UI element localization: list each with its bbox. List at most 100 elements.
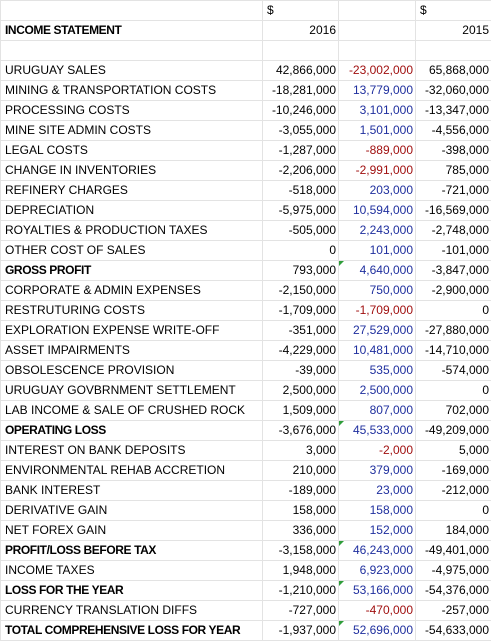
value-2015-cell[interactable]: -398,000 bbox=[415, 140, 491, 161]
value-2015-cell[interactable]: -13,347,000 bbox=[415, 100, 491, 121]
empty-cell[interactable] bbox=[0, 40, 263, 61]
value-2016-cell[interactable]: -189,000 bbox=[262, 480, 339, 501]
row-label-cell[interactable]: CHANGE IN INVENTORIES bbox=[0, 160, 263, 181]
row-label-cell[interactable]: DEPRECIATION bbox=[0, 200, 263, 221]
variance-cell[interactable]: -889,000 bbox=[338, 140, 416, 161]
variance-cell[interactable]: 535,000 bbox=[338, 360, 416, 381]
value-2016-cell[interactable]: -1,287,000 bbox=[262, 140, 339, 161]
row-label-cell[interactable]: DERIVATIVE GAIN bbox=[0, 500, 263, 521]
variance-cell[interactable]: 2,243,000 bbox=[338, 220, 416, 241]
variance-cell[interactable]: 53,166,000 bbox=[338, 580, 416, 601]
empty-cell[interactable] bbox=[338, 20, 416, 41]
value-2015-cell[interactable]: -721,000 bbox=[415, 180, 491, 201]
row-label-cell[interactable]: OBSOLESCENCE PROVISION bbox=[0, 360, 263, 381]
value-2015-cell[interactable]: -32,060,000 bbox=[415, 80, 491, 101]
row-label-cell[interactable]: REFINERY CHARGES bbox=[0, 180, 263, 201]
value-2016-cell[interactable]: 793,000 bbox=[262, 260, 339, 281]
row-label-cell[interactable]: CURRENCY TRANSLATION DIFFS bbox=[0, 600, 263, 621]
statement-title[interactable]: INCOME STATEMENT bbox=[0, 20, 263, 41]
row-label-cell[interactable]: NET FOREX GAIN bbox=[0, 520, 263, 541]
value-2015-cell[interactable]: -101,000 bbox=[415, 240, 491, 261]
value-2016-cell[interactable]: -727,000 bbox=[262, 600, 339, 621]
empty-cell[interactable] bbox=[415, 40, 491, 61]
row-label-cell[interactable]: CORPORATE & ADMIN EXPENSES bbox=[0, 280, 263, 301]
variance-cell[interactable]: 4,640,000 bbox=[338, 260, 416, 281]
value-2015-cell[interactable]: -212,000 bbox=[415, 480, 491, 501]
value-2016-cell[interactable]: 1,509,000 bbox=[262, 400, 339, 421]
variance-cell[interactable]: 3,101,000 bbox=[338, 100, 416, 121]
value-2015-cell[interactable]: -2,748,000 bbox=[415, 220, 491, 241]
value-2015-cell[interactable]: 785,000 bbox=[415, 160, 491, 181]
row-label-cell[interactable]: ROYALTIES & PRODUCTION TAXES bbox=[0, 220, 263, 241]
variance-cell[interactable]: 23,000 bbox=[338, 480, 416, 501]
empty-cell[interactable] bbox=[262, 40, 339, 61]
value-2016-cell[interactable]: -1,937,000 bbox=[262, 620, 339, 641]
value-2016-cell[interactable]: 0 bbox=[262, 240, 339, 261]
value-2015-cell[interactable]: -14,710,000 bbox=[415, 340, 491, 361]
variance-cell[interactable]: -1,709,000 bbox=[338, 300, 416, 321]
value-2015-cell[interactable]: 0 bbox=[415, 300, 491, 321]
row-label-cell[interactable]: INTEREST ON BANK DEPOSITS bbox=[0, 440, 263, 461]
value-2016-cell[interactable]: -5,975,000 bbox=[262, 200, 339, 221]
variance-cell[interactable]: 27,529,000 bbox=[338, 320, 416, 341]
value-2016-cell[interactable]: 42,866,000 bbox=[262, 60, 339, 81]
row-label-cell[interactable]: MINE SITE ADMIN COSTS bbox=[0, 120, 263, 141]
value-2016-cell[interactable]: -4,229,000 bbox=[262, 340, 339, 361]
row-label-cell[interactable]: OPERATING LOSS bbox=[0, 420, 263, 441]
variance-cell[interactable]: 750,000 bbox=[338, 280, 416, 301]
row-label-cell[interactable]: PROCESSING COSTS bbox=[0, 100, 263, 121]
row-label-cell[interactable]: TOTAL COMPREHENSIVE LOSS FOR YEAR bbox=[0, 620, 263, 641]
variance-cell[interactable]: 203,000 bbox=[338, 180, 416, 201]
value-2015-cell[interactable]: -27,880,000 bbox=[415, 320, 491, 341]
value-2015-cell[interactable]: 184,000 bbox=[415, 520, 491, 541]
row-label-cell[interactable]: URUGUAY GOVBRNMENT SETTLEMENT bbox=[0, 380, 263, 401]
variance-cell[interactable]: 807,000 bbox=[338, 400, 416, 421]
value-2016-cell[interactable]: -10,246,000 bbox=[262, 100, 339, 121]
variance-cell[interactable]: -2,000 bbox=[338, 440, 416, 461]
value-2016-cell[interactable]: -3,158,000 bbox=[262, 540, 339, 561]
variance-cell[interactable]: 1,501,000 bbox=[338, 120, 416, 141]
row-label-cell[interactable]: OTHER COST OF SALES bbox=[0, 240, 263, 261]
value-2015-cell[interactable]: -49,401,000 bbox=[415, 540, 491, 561]
value-2016-cell[interactable]: -2,150,000 bbox=[262, 280, 339, 301]
row-label-cell[interactable]: LAB INCOME & SALE OF CRUSHED ROCK bbox=[0, 400, 263, 421]
row-label-cell[interactable]: ENVIRONMENTAL REHAB ACCRETION bbox=[0, 460, 263, 481]
row-label-cell[interactable]: URUGUAY SALES bbox=[0, 60, 263, 81]
value-2015-cell[interactable]: -16,569,000 bbox=[415, 200, 491, 221]
value-2016-cell[interactable]: -18,281,000 bbox=[262, 80, 339, 101]
variance-cell[interactable]: -2,991,000 bbox=[338, 160, 416, 181]
variance-cell[interactable]: 101,000 bbox=[338, 240, 416, 261]
value-2016-cell[interactable]: -3,055,000 bbox=[262, 120, 339, 141]
row-label-cell[interactable]: GROSS PROFIT bbox=[0, 260, 263, 281]
variance-cell[interactable]: -470,000 bbox=[338, 600, 416, 621]
row-label-cell[interactable]: RESTRUTURING COSTS bbox=[0, 300, 263, 321]
variance-cell[interactable]: 45,533,000 bbox=[338, 420, 416, 441]
value-2015-cell[interactable]: -2,900,000 bbox=[415, 280, 491, 301]
value-2016-cell[interactable]: 336,000 bbox=[262, 520, 339, 541]
row-label-cell[interactable]: BANK INTEREST bbox=[0, 480, 263, 501]
row-label-cell[interactable]: EXPLORATION EXPENSE WRITE-OFF bbox=[0, 320, 263, 341]
value-2015-cell[interactable]: -169,000 bbox=[415, 460, 491, 481]
variance-cell[interactable]: -23,002,000 bbox=[338, 60, 416, 81]
value-2015-cell[interactable]: -4,975,000 bbox=[415, 560, 491, 581]
value-2016-cell[interactable]: 210,000 bbox=[262, 460, 339, 481]
value-2016-cell[interactable]: 2,500,000 bbox=[262, 380, 339, 401]
row-label-cell[interactable]: LEGAL COSTS bbox=[0, 140, 263, 161]
value-2016-cell[interactable]: -3,676,000 bbox=[262, 420, 339, 441]
variance-cell[interactable]: 46,243,000 bbox=[338, 540, 416, 561]
value-2015-cell[interactable]: -49,209,000 bbox=[415, 420, 491, 441]
variance-cell[interactable]: 52,696,000 bbox=[338, 620, 416, 641]
variance-cell[interactable]: 6,923,000 bbox=[338, 560, 416, 581]
value-2016-cell[interactable]: -1,210,000 bbox=[262, 580, 339, 601]
value-2016-cell[interactable]: -518,000 bbox=[262, 180, 339, 201]
variance-cell[interactable]: 152,000 bbox=[338, 520, 416, 541]
row-label-cell[interactable]: PROFIT/LOSS BEFORE TAX bbox=[0, 540, 263, 561]
value-2016-cell[interactable]: -351,000 bbox=[262, 320, 339, 341]
empty-cell[interactable] bbox=[338, 0, 416, 21]
row-label-cell[interactable]: ASSET IMPAIRMENTS bbox=[0, 340, 263, 361]
value-2015-cell[interactable]: -54,376,000 bbox=[415, 580, 491, 601]
value-2016-cell[interactable]: 3,000 bbox=[262, 440, 339, 461]
value-2015-cell[interactable]: -574,000 bbox=[415, 360, 491, 381]
row-label-cell[interactable]: INCOME TAXES bbox=[0, 560, 263, 581]
empty-cell[interactable] bbox=[338, 40, 416, 61]
